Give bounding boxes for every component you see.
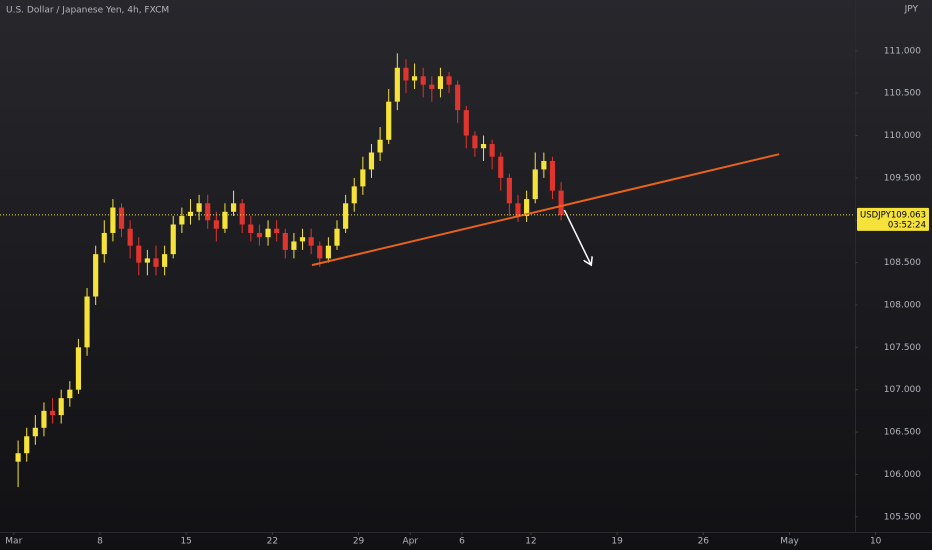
candle-body bbox=[455, 84, 461, 111]
candle-body bbox=[489, 144, 495, 157]
y-tick-label: 109.500 bbox=[884, 173, 921, 183]
candle-body bbox=[93, 254, 99, 297]
y-tick-label: 110.500 bbox=[884, 89, 921, 99]
candle-body bbox=[360, 169, 366, 187]
candle-body bbox=[325, 245, 331, 259]
x-tick-label: 22 bbox=[267, 537, 278, 547]
candle-body bbox=[213, 220, 219, 229]
x-tick-label: 10 bbox=[870, 537, 882, 547]
y-tick-label: 108.500 bbox=[884, 258, 921, 268]
candle-body bbox=[144, 258, 150, 263]
candle-body bbox=[394, 67, 400, 102]
candle-body bbox=[498, 156, 504, 178]
price-tag bbox=[857, 207, 929, 231]
candle-body bbox=[515, 203, 521, 217]
x-tick-label: 29 bbox=[353, 537, 365, 547]
candle-body bbox=[386, 101, 392, 140]
chart-title: U.S. Dollar / Japanese Yen, 4h, FXCM bbox=[6, 6, 169, 16]
candle-body bbox=[437, 76, 444, 89]
x-tick-label: Mar bbox=[5, 537, 22, 547]
candle-body bbox=[274, 228, 280, 233]
candle-body bbox=[110, 207, 116, 233]
candle-body bbox=[351, 186, 357, 204]
price-tag-countdown: 03:52:24 bbox=[888, 220, 926, 230]
y-tick-label: 108.000 bbox=[884, 300, 921, 310]
currency[interactable]: JPY bbox=[904, 5, 919, 15]
x-tick-label: 19 bbox=[611, 537, 623, 547]
y-tick-label: 110.000 bbox=[884, 131, 921, 141]
candle-body bbox=[524, 199, 530, 217]
y-tick-label: 105.500 bbox=[884, 512, 921, 522]
candle-body bbox=[317, 245, 323, 259]
candle-body bbox=[420, 76, 426, 85]
candle-body bbox=[67, 389, 73, 399]
x-tick-label: Apr bbox=[402, 537, 418, 547]
candle-body bbox=[377, 139, 383, 153]
price-tag-symbol: USDJPY bbox=[860, 210, 892, 220]
candle-body bbox=[299, 237, 306, 242]
candle-body bbox=[41, 410, 47, 428]
candle-body bbox=[75, 347, 82, 390]
candle-body bbox=[308, 237, 314, 246]
candle-body bbox=[15, 453, 21, 462]
candle-body bbox=[153, 258, 159, 267]
candle-body bbox=[368, 152, 375, 170]
candle-body bbox=[196, 203, 202, 212]
x-tick-label: 8 bbox=[97, 537, 103, 547]
candle-body bbox=[162, 254, 168, 267]
candle-body bbox=[549, 160, 556, 191]
x-tick-label: 12 bbox=[525, 537, 536, 547]
candle-body bbox=[532, 169, 538, 200]
x-tick-label: 15 bbox=[180, 537, 191, 547]
arrow bbox=[563, 209, 591, 265]
y-tick-label: 106.000 bbox=[884, 470, 921, 480]
candle-body bbox=[32, 427, 38, 437]
candle-body bbox=[506, 177, 512, 204]
candle-body bbox=[84, 296, 90, 348]
candle-body bbox=[265, 228, 271, 238]
x-tick-label: 26 bbox=[698, 537, 710, 547]
candle-body bbox=[343, 203, 349, 229]
candle-body bbox=[187, 211, 194, 217]
candle-body bbox=[558, 190, 564, 215]
candle-body bbox=[446, 76, 452, 85]
y-tick-label: 111.000 bbox=[884, 46, 921, 56]
candle-body bbox=[136, 245, 142, 263]
candle-body bbox=[101, 232, 107, 255]
y-tick-label: 106.500 bbox=[884, 428, 921, 438]
candle-body bbox=[205, 203, 211, 221]
x-tick-label: May bbox=[780, 537, 799, 547]
candle-body bbox=[429, 84, 435, 89]
candle-body bbox=[230, 203, 237, 212]
candle-body bbox=[541, 160, 547, 170]
candle-body bbox=[58, 398, 64, 416]
y-tick-label: 107.000 bbox=[884, 385, 921, 395]
x-tick-label: 6 bbox=[459, 537, 465, 547]
price-tag-value: 109.063 bbox=[891, 210, 926, 220]
candle-body bbox=[248, 224, 254, 233]
candle-body bbox=[118, 207, 125, 229]
candle-body bbox=[49, 410, 56, 416]
candle-body bbox=[239, 203, 245, 225]
candle-body bbox=[256, 232, 263, 238]
candle-body bbox=[334, 228, 340, 246]
candle-body bbox=[282, 232, 288, 250]
trend-line bbox=[311, 153, 780, 267]
candle-body bbox=[411, 76, 418, 81]
candle-body bbox=[170, 224, 176, 255]
candle-body bbox=[291, 241, 297, 250]
candle-body bbox=[127, 228, 133, 246]
candle-body bbox=[480, 144, 487, 149]
candle-body bbox=[179, 216, 185, 225]
candle-body bbox=[472, 135, 478, 149]
candle-body bbox=[403, 67, 409, 81]
candle-body bbox=[463, 110, 469, 136]
candle-body bbox=[24, 436, 30, 454]
y-tick-label: 107.500 bbox=[884, 343, 921, 353]
candle-body bbox=[222, 211, 228, 229]
